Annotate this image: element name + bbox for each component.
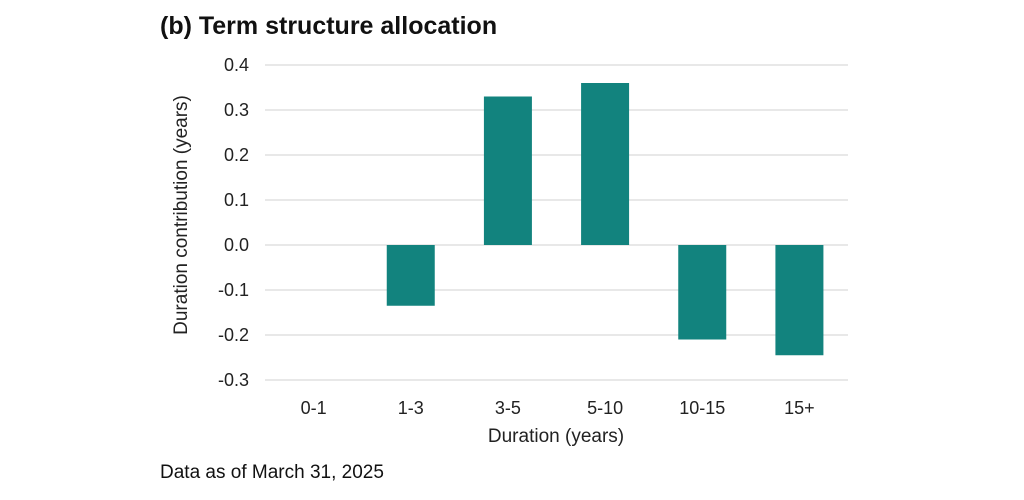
x-tick-label: 0-1	[301, 398, 327, 418]
y-tick-label: -0.1	[218, 280, 249, 300]
y-tick-label: -0.3	[218, 370, 249, 390]
y-tick-label: 0.4	[224, 55, 249, 75]
bar-1-3	[386, 245, 435, 306]
y-tick-label: 0.2	[224, 145, 249, 165]
y-tick-label: 0.3	[224, 100, 249, 120]
y-tick-label: 0.1	[224, 190, 249, 210]
x-tick-label: 10-15	[679, 398, 725, 418]
y-tick-labels: 0.4 0.3 0.2 0.1 0.0 -0.1 -0.2 -0.3	[218, 55, 249, 390]
gridlines	[265, 64, 848, 381]
x-tick-labels: 0-1 1-3 3-5 5-10 10-15 15+	[301, 398, 815, 418]
x-tick-label: 1-3	[398, 398, 424, 418]
y-axis-label: Duration contribution (years)	[171, 95, 192, 335]
y-tick-label: -0.2	[218, 325, 249, 345]
bar-3-5	[483, 96, 532, 245]
x-tick-label: 15+	[784, 398, 815, 418]
y-tick-label: 0.0	[224, 235, 249, 255]
x-tick-label: 3-5	[495, 398, 521, 418]
bar-10-15	[678, 245, 727, 340]
x-tick-label: 5-10	[587, 398, 623, 418]
x-axis-label: Duration (years)	[488, 426, 624, 447]
footnote: Data as of March 31, 2025	[160, 462, 384, 483]
bar-15+	[775, 245, 824, 356]
bar-5-10	[581, 83, 630, 245]
bars	[386, 83, 824, 356]
chart-title: (b) Term structure allocation	[160, 12, 498, 40]
